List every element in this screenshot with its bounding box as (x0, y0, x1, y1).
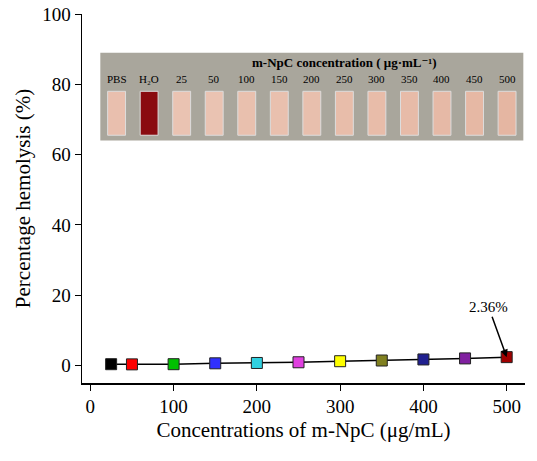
svg-text:80: 80 (52, 74, 71, 95)
svg-text:100: 100 (238, 73, 255, 85)
svg-text:Percentage hemolysis (%): Percentage hemolysis (%) (11, 89, 35, 308)
svg-text:60: 60 (52, 144, 71, 165)
svg-text:2.36%: 2.36% (469, 299, 508, 315)
svg-text:400: 400 (433, 73, 450, 85)
svg-text:m-NpC concentration ( μg·mL⁻¹): m-NpC concentration ( μg·mL⁻¹) (252, 55, 437, 70)
svg-text:Concentrations of m-NpC (μg/mL: Concentrations of m-NpC (μg/mL) (156, 418, 450, 442)
svg-text:0: 0 (61, 355, 71, 376)
svg-text:150: 150 (271, 73, 288, 85)
svg-text:300: 300 (326, 396, 355, 417)
svg-text:250: 250 (336, 73, 353, 85)
svg-text:400: 400 (409, 396, 438, 417)
svg-text:200: 200 (243, 396, 272, 417)
svg-text:350: 350 (401, 73, 418, 85)
svg-text:500: 500 (499, 73, 516, 85)
svg-text:H₂O: H₂O (139, 73, 159, 85)
svg-text:PBS: PBS (107, 73, 127, 85)
svg-text:200: 200 (303, 73, 320, 85)
svg-text:50: 50 (208, 73, 220, 85)
svg-text:300: 300 (368, 73, 385, 85)
svg-text:20: 20 (52, 285, 71, 306)
svg-text:100: 100 (42, 4, 71, 25)
svg-text:450: 450 (466, 73, 483, 85)
svg-text:100: 100 (159, 396, 188, 417)
svg-text:0: 0 (86, 396, 96, 417)
svg-text:25: 25 (176, 73, 188, 85)
svg-text:500: 500 (492, 396, 521, 417)
svg-text:40: 40 (52, 215, 71, 236)
